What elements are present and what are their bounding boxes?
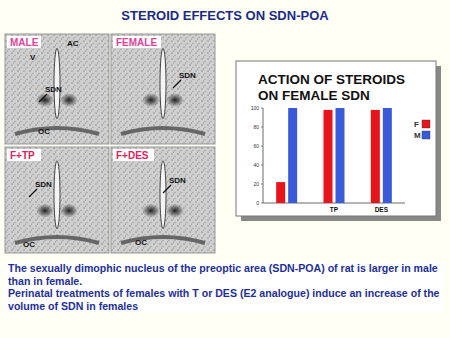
y-tick-label: 20 <box>253 181 259 187</box>
bar <box>383 108 392 203</box>
arrow <box>39 94 47 102</box>
x-tick-label: DES <box>375 206 389 213</box>
micrograph-bg <box>111 34 215 144</box>
bars <box>276 108 392 203</box>
bar <box>336 108 345 203</box>
panel-label: MALE <box>10 37 39 48</box>
arrow <box>29 189 37 197</box>
chart-title: ACTION OF STEROIDSON FEMALE SDN <box>258 72 405 103</box>
panel-mark: SDN <box>179 71 196 80</box>
nucleus <box>60 204 78 218</box>
caption-line: Perinatal treatments of females with T o… <box>8 287 444 312</box>
panel-mark: AC <box>67 39 79 48</box>
arrow <box>163 185 171 193</box>
micrograph-bg <box>5 147 109 253</box>
nucleus <box>142 93 160 107</box>
nucleus <box>142 204 160 218</box>
micrograph-bg <box>111 147 215 253</box>
panel-label: F+DES <box>116 150 149 161</box>
chiasm <box>121 128 205 134</box>
panel-mark: SDN <box>45 85 62 94</box>
panel-mark: V <box>30 53 36 62</box>
ventricle <box>54 48 60 118</box>
label-bg <box>113 36 161 48</box>
nucleus <box>36 204 54 218</box>
micrograph: F+TP SDN OC <box>5 147 109 253</box>
panel-mark: OC <box>135 238 147 247</box>
slide-title: STEROID EFFECTS ON SDN-POA <box>0 8 450 23</box>
ventricle <box>160 48 166 118</box>
ventricle <box>54 161 60 229</box>
bar <box>288 108 297 203</box>
micrograph: F+DES SDN OC <box>111 147 215 253</box>
panel-mark: SDN <box>169 176 186 185</box>
label-bg <box>7 149 41 161</box>
chart-frame <box>236 61 436 216</box>
panel-mark: OC <box>38 127 50 136</box>
legend-label: F <box>414 120 419 129</box>
label-bg <box>113 149 154 161</box>
title-line: ON FEMALE SDN <box>258 88 370 103</box>
bar <box>324 110 333 203</box>
label-bg <box>7 36 41 48</box>
legend-label: M <box>414 131 421 140</box>
title-line: ACTION OF STEROIDS <box>258 72 405 87</box>
y-tick-label: 0 <box>256 200 259 206</box>
caption-line: The sexually dimophic nucleus of the pre… <box>8 262 444 287</box>
legend-swatch <box>422 120 430 128</box>
nucleus <box>166 93 184 107</box>
caption: The sexually dimophic nucleus of the pre… <box>4 262 444 312</box>
nucleus <box>60 93 78 107</box>
y-axis <box>263 108 264 203</box>
panel-label: FEMALE <box>116 37 157 48</box>
y-tick-label: 100 <box>251 105 260 111</box>
y-tick-label: 80 <box>253 124 259 130</box>
nucleus <box>36 93 54 107</box>
micrograph: MALE AC V SDN OC <box>5 34 109 144</box>
panel-mark: SDN <box>35 180 52 189</box>
nucleus <box>166 204 184 218</box>
x-tick-label: TP <box>330 206 339 213</box>
legend-swatch <box>422 131 430 139</box>
ventricle <box>160 161 166 229</box>
micrograph-bg <box>5 34 109 144</box>
y-tick-label: 40 <box>253 162 259 168</box>
micrograph: FEMALE SDN <box>111 34 215 144</box>
chiasm <box>121 237 205 243</box>
bar <box>371 110 380 203</box>
panel-mark: OC <box>23 240 35 249</box>
y-tick-label: 60 <box>253 143 259 149</box>
panel-label: F+TP <box>10 150 35 161</box>
arrow <box>173 80 181 88</box>
bar <box>276 182 285 203</box>
chiasm <box>15 128 99 134</box>
